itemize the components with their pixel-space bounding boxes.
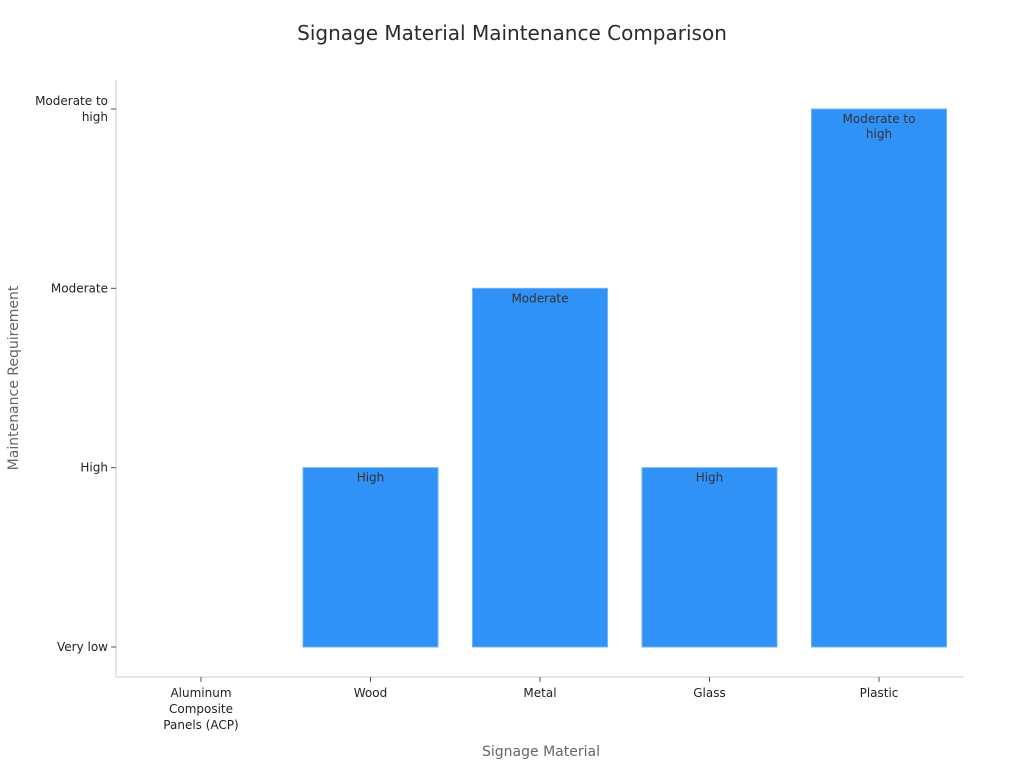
x-ticks-group: Aluminum Composite Panels (ACP) Wood Metal Gl… (163, 677, 898, 732)
x-tick-label-glass: Glass (693, 686, 726, 700)
y-tick-label-very-low: Very low (57, 640, 108, 654)
bar-plastic (811, 108, 947, 648)
bar-glass (641, 467, 778, 648)
bar-value-label-metal: Moderate (511, 291, 568, 305)
y-ticks-group: Very low High Moderate Moderate to high (35, 94, 116, 654)
y-tick-label-high: High (80, 461, 108, 475)
y-axis-label: Maintenance Requirement (6, 285, 22, 470)
y-tick-label-moderate: Moderate (51, 281, 108, 295)
x-axis-label: Signage Material (482, 744, 600, 760)
bar-value-label-glass: High (696, 471, 724, 485)
y-tick-label-moderate-to-high: Moderate to high (35, 94, 108, 124)
x-tick-label-metal: Metal (523, 686, 556, 700)
bar-value-label-plastic: Moderate to high (843, 112, 916, 141)
bar-wood (302, 467, 439, 648)
x-tick-label-wood: Wood (354, 686, 387, 700)
chart-title: Signage Material Maintenance Comparison (297, 21, 727, 45)
x-tick-label-aluminum-composite-panels-acp: Aluminum Composite Panels (ACP) (163, 686, 238, 732)
bars-group: High Moderate High Moderate to high (302, 108, 947, 648)
x-tick-label-plastic: Plastic (860, 686, 899, 700)
bar-value-label-wood: High (357, 471, 385, 485)
bar-metal (472, 287, 608, 648)
